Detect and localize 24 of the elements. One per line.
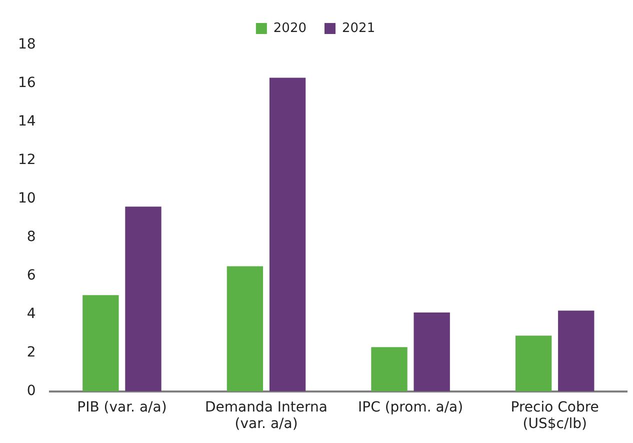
- y-tick-label: 4: [26, 306, 36, 322]
- x-tick-label: Demanda Interna (var. a/a): [205, 399, 328, 432]
- y-tick-label: 12: [18, 152, 36, 168]
- y-tick-label: 2: [26, 344, 36, 361]
- y-tick-label: 18: [18, 36, 36, 53]
- x-tick-label: IPC (prom. a/a): [358, 399, 464, 416]
- legend-label: 2020: [273, 20, 307, 36]
- bar: [226, 266, 264, 392]
- x-tick-label: PIB (var. a/a): [77, 399, 167, 416]
- y-tick-label: 6: [26, 268, 36, 284]
- bar: [558, 310, 594, 392]
- x-tick-label: Precio Cobre (US$c/lb): [510, 399, 599, 432]
- bar: [414, 312, 450, 392]
- y-tick-label: 0: [26, 383, 36, 400]
- bar: [515, 336, 552, 392]
- bar: [125, 206, 162, 392]
- y-tick-label: 10: [18, 190, 36, 207]
- bar: [82, 295, 119, 392]
- bar: [371, 347, 408, 392]
- bar: [269, 78, 306, 392]
- y-tick-label: 14: [18, 114, 36, 130]
- y-tick-label: 16: [18, 75, 36, 92]
- legend-label: 2021: [342, 20, 376, 36]
- y-tick-label: 8: [26, 229, 36, 246]
